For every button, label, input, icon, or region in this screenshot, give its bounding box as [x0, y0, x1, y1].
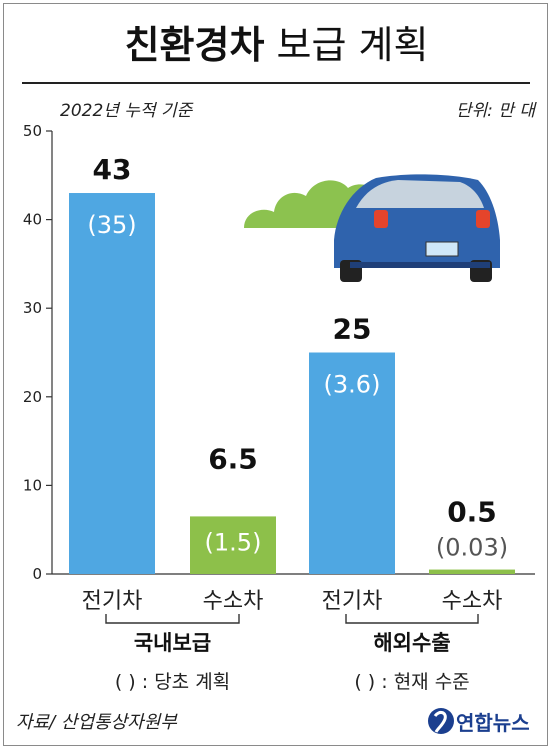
basis-note: 2022년 누적 기준	[60, 101, 193, 121]
y-tick-label: 50	[23, 122, 42, 140]
bar	[309, 352, 395, 574]
car-illustration	[244, 174, 500, 282]
bar-value-label: 6.5	[208, 442, 258, 475]
bar-paren-label: (3.6)	[324, 371, 381, 399]
y-tick-label: 30	[23, 299, 42, 317]
source-note: 자료/ 산업통상자원부	[16, 712, 177, 733]
y-tick-label: 40	[23, 211, 42, 229]
group-note: ( ) : 현재 수준	[354, 671, 469, 693]
car-license-plate	[425, 241, 459, 257]
title-divider	[22, 82, 530, 84]
y-tick-label: 0	[32, 565, 42, 583]
car-bumper	[350, 262, 490, 268]
bar-paren-label: (1.5)	[205, 528, 262, 556]
car-tail-light-left	[374, 210, 388, 228]
bar-paren-label: (0.03)	[436, 534, 508, 562]
car-rear-window	[356, 180, 484, 208]
car-tail-light-right	[476, 210, 490, 228]
category-label: 수소차	[442, 589, 503, 614]
y-tick-label: 20	[23, 388, 42, 406]
bar-paren-label: (35)	[87, 211, 136, 239]
y-tick-label: 10	[23, 476, 42, 494]
group-label: 국내보급	[134, 631, 211, 655]
bar-value-label: 43	[93, 153, 132, 186]
bar	[429, 569, 515, 574]
bar	[190, 516, 276, 574]
yonhap-logo-icon	[428, 708, 454, 734]
group-label: 해외수출	[373, 631, 450, 655]
group-bracket	[105, 614, 240, 624]
category-label: 전기차	[322, 589, 383, 614]
category-label: 수소차	[203, 589, 264, 614]
group-bracket	[345, 614, 479, 624]
title-bold: 친환경차	[124, 23, 265, 67]
title-rest: 보급 계획	[276, 23, 429, 67]
bar-value-label: 0.5	[447, 496, 497, 529]
page-title: 친환경차 보급 계획	[0, 14, 553, 69]
unit-note: 단위: 만 대	[455, 101, 535, 121]
bar	[69, 193, 155, 574]
category-label: 전기차	[82, 589, 143, 614]
bar-value-label: 25	[333, 313, 372, 346]
logo-text: 연합뉴스	[456, 711, 530, 735]
group-note: ( ) : 당초 계획	[115, 671, 230, 693]
